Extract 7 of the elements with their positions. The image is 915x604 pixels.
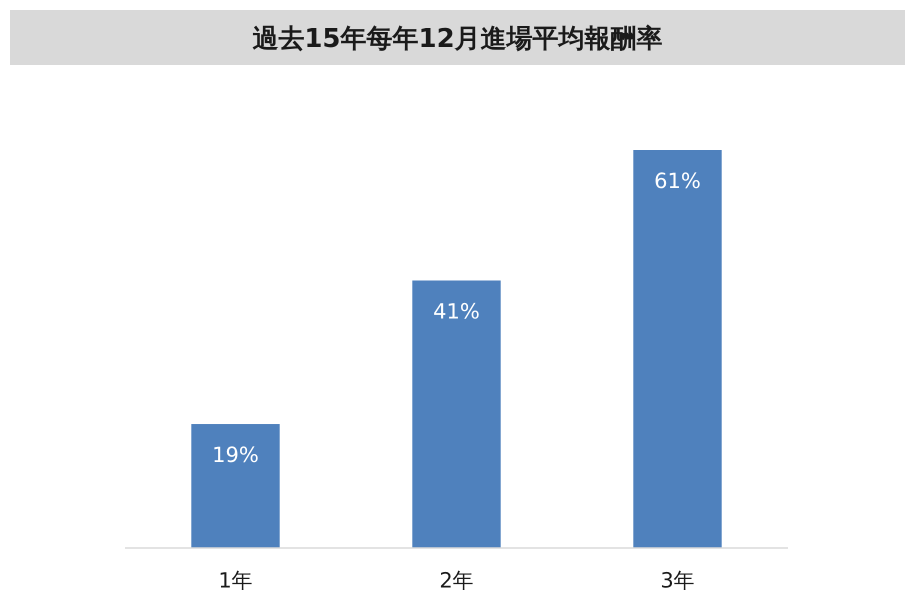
data-label: 61% xyxy=(654,169,701,193)
data-label: 41% xyxy=(433,299,480,324)
chart-title: 過去15年每年12月進場平均報酬率 xyxy=(252,24,663,54)
data-label: 19% xyxy=(212,443,259,468)
x-tick-label: 2年 xyxy=(439,568,474,592)
x-tick-label: 3年 xyxy=(660,568,695,592)
x-tick-label: 1年 xyxy=(218,568,253,592)
